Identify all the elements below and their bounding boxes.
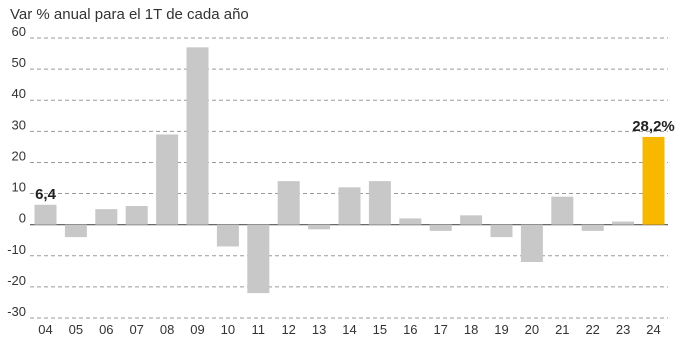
bar-05	[64, 224, 87, 238]
x-tick-label: 09	[190, 322, 204, 337]
y-tick-label: 60	[12, 24, 26, 39]
y-tick-label: 0	[19, 211, 26, 226]
bar-12	[277, 181, 300, 225]
bar-07	[125, 206, 148, 225]
bar-13	[308, 224, 331, 230]
bar-24	[642, 136, 665, 225]
x-tick-label: 17	[433, 322, 447, 337]
x-tick-label: 05	[69, 322, 83, 337]
y-tick-label: 40	[12, 86, 26, 101]
bar-19	[490, 224, 513, 238]
bar-18	[460, 215, 483, 225]
bar-17	[429, 224, 452, 231]
x-tick-label: 12	[281, 322, 295, 337]
x-tick-label: 11	[252, 322, 266, 337]
x-tick-label: 15	[373, 322, 387, 337]
bar-16	[399, 218, 422, 225]
x-tick-label: 20	[525, 322, 539, 337]
x-tick-label: 24	[646, 322, 660, 337]
bar-22	[581, 224, 604, 231]
y-tick-label: -30	[7, 304, 26, 319]
y-tick-label: 30	[12, 117, 26, 132]
y-tick-label: 20	[12, 148, 26, 163]
x-tick-label: 10	[221, 322, 235, 337]
chart-subtitle: Var % anual para el 1T de cada año	[10, 6, 249, 23]
x-tick-label: 04	[38, 322, 52, 337]
bar-10	[216, 224, 239, 247]
x-tick-label: 19	[494, 322, 508, 337]
bar-06	[95, 209, 118, 225]
x-tick-label: 07	[129, 322, 143, 337]
x-tick-label: 16	[403, 322, 417, 337]
x-tick-label: 18	[464, 322, 478, 337]
bar-23	[612, 221, 635, 225]
x-tick-label: 13	[312, 322, 326, 337]
bar-08	[156, 134, 179, 225]
bar-11	[247, 224, 270, 294]
y-tick-label: -20	[7, 273, 26, 288]
x-tick-label: 08	[160, 322, 174, 337]
x-tick-label: 22	[585, 322, 599, 337]
bar-14	[338, 187, 361, 225]
bar-09	[186, 47, 209, 225]
bar-21	[551, 196, 574, 225]
data-label-24: 28,2%	[632, 118, 675, 135]
data-label-04: 6,4	[35, 186, 57, 203]
x-tick-label: 14	[342, 322, 356, 337]
y-tick-label: 50	[12, 55, 26, 70]
x-tick-label: 23	[616, 322, 630, 337]
bar-15	[368, 181, 391, 225]
x-tick-label: 06	[99, 322, 113, 337]
y-tick-label: -10	[7, 242, 26, 257]
y-tick-label: 10	[12, 180, 26, 195]
bar-04	[34, 204, 57, 225]
x-tick-label: 21	[555, 322, 569, 337]
bar-20	[520, 224, 543, 262]
